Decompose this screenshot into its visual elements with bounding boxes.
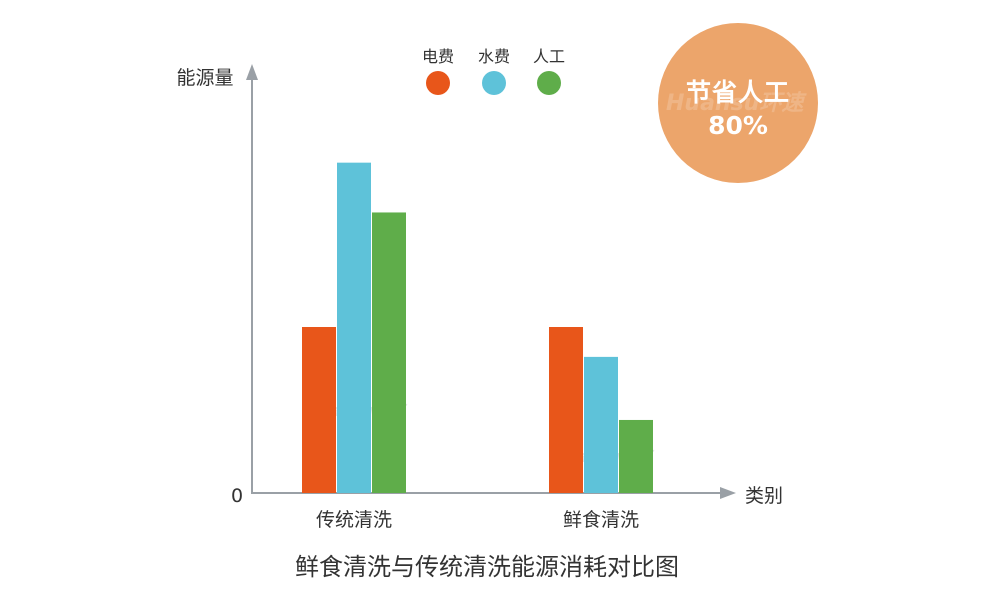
legend: 电费 水费 人工 — [422, 47, 565, 95]
bar-2-1 — [549, 327, 583, 493]
bar-1-1 — [302, 327, 336, 493]
badge-watermark: Huansu环速 — [666, 91, 804, 116]
bar-1-2 — [337, 162, 371, 493]
x-axis-label: 类别 — [745, 485, 783, 507]
legend-swatch-2 — [482, 71, 506, 95]
x-axis-arrow — [720, 487, 736, 499]
badge-title: 节省人工 — [685, 78, 790, 107]
category-labels: 传统清洗 鲜食清洗 — [316, 509, 639, 531]
legend-swatch-1 — [426, 71, 450, 95]
y-axis-arrow — [246, 64, 258, 80]
category-label-2: 鲜食清洗 — [563, 509, 639, 531]
bar-2-2 — [584, 356, 618, 493]
legend-label-3: 人工 — [533, 47, 565, 66]
y-tick-label-0: 0 — [231, 485, 243, 507]
legend-label-2: 水费 — [478, 47, 510, 66]
savings-badge: Huansu环速 节省人工 80% — [658, 23, 818, 183]
legend-label-1: 电费 — [422, 47, 454, 66]
bars — [302, 162, 653, 493]
y-axis-label: 能源量 — [176, 67, 233, 89]
bar-1-3 — [372, 212, 406, 493]
badge-value: 80% — [708, 111, 768, 140]
chart-title: 鲜食清洗与传统清洗能源消耗对比图 — [295, 553, 679, 581]
legend-swatch-3 — [537, 71, 561, 95]
bar-2-3 — [619, 419, 653, 493]
category-label-1: 传统清洗 — [316, 509, 392, 531]
